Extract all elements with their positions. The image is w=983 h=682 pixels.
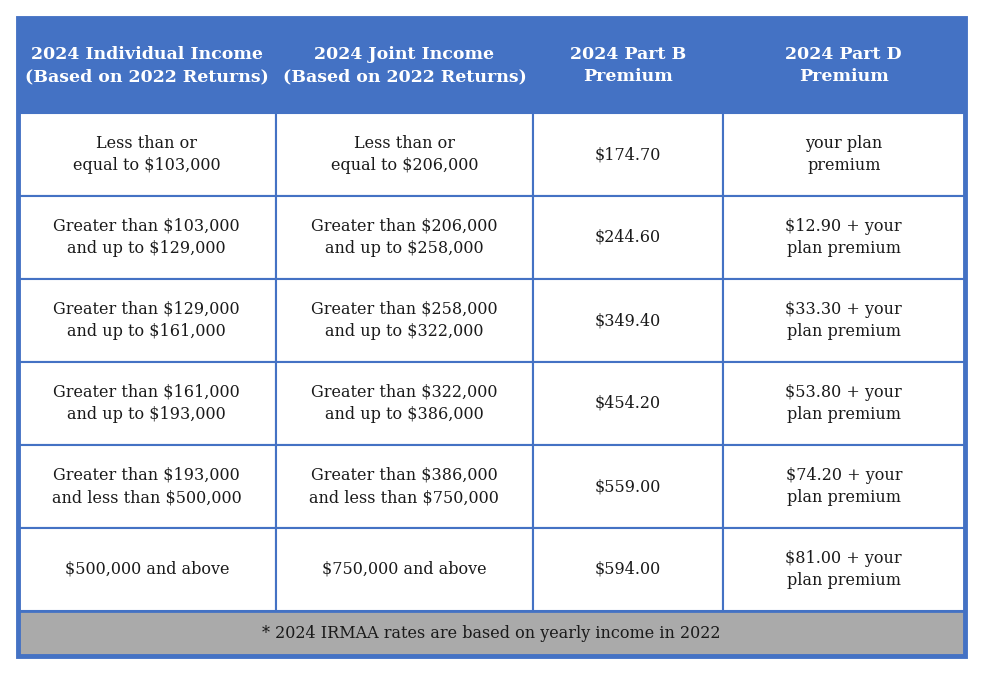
Text: Greater than $322,000
and up to $386,000: Greater than $322,000 and up to $386,000 bbox=[312, 384, 497, 423]
Bar bbox=[723, 113, 965, 196]
Bar bbox=[275, 18, 533, 113]
Text: Greater than $206,000
and up to $258,000: Greater than $206,000 and up to $258,000 bbox=[312, 218, 497, 257]
Bar bbox=[533, 113, 723, 196]
Bar bbox=[18, 611, 965, 656]
Bar bbox=[533, 196, 723, 279]
Text: * 2024 IRMAA rates are based on yearly income in 2022: * 2024 IRMAA rates are based on yearly i… bbox=[262, 625, 721, 642]
Bar bbox=[275, 279, 533, 362]
Text: Greater than $386,000
and less than $750,000: Greater than $386,000 and less than $750… bbox=[310, 467, 499, 506]
Text: Greater than $193,000
and less than $500,000: Greater than $193,000 and less than $500… bbox=[52, 467, 242, 506]
Text: 2024 Part D
Premium: 2024 Part D Premium bbox=[785, 46, 902, 85]
Bar bbox=[18, 196, 275, 279]
Bar bbox=[533, 528, 723, 611]
Bar bbox=[723, 279, 965, 362]
Bar bbox=[723, 528, 965, 611]
Text: $454.20: $454.20 bbox=[595, 395, 661, 412]
Text: $174.70: $174.70 bbox=[595, 146, 661, 163]
Bar bbox=[275, 113, 533, 196]
Text: Greater than $103,000
and up to $129,000: Greater than $103,000 and up to $129,000 bbox=[53, 218, 240, 257]
Bar bbox=[18, 445, 275, 528]
Bar bbox=[275, 528, 533, 611]
Bar bbox=[275, 362, 533, 445]
Text: $559.00: $559.00 bbox=[595, 478, 661, 495]
Text: 2024 Individual Income
(Based on 2022 Returns): 2024 Individual Income (Based on 2022 Re… bbox=[25, 46, 268, 85]
Bar bbox=[723, 196, 965, 279]
Bar bbox=[533, 279, 723, 362]
Text: $81.00 + your
plan premium: $81.00 + your plan premium bbox=[785, 550, 902, 589]
Bar bbox=[18, 279, 275, 362]
Text: $750,000 and above: $750,000 and above bbox=[322, 561, 487, 578]
Text: $500,000 and above: $500,000 and above bbox=[65, 561, 229, 578]
Text: Less than or
equal to $103,000: Less than or equal to $103,000 bbox=[73, 135, 220, 174]
Text: $53.80 + your
plan premium: $53.80 + your plan premium bbox=[785, 384, 902, 423]
Text: 2024 Joint Income
(Based on 2022 Returns): 2024 Joint Income (Based on 2022 Returns… bbox=[282, 46, 526, 85]
Bar bbox=[18, 18, 275, 113]
Bar bbox=[533, 362, 723, 445]
Text: Less than or
equal to $206,000: Less than or equal to $206,000 bbox=[330, 135, 478, 174]
Text: $594.00: $594.00 bbox=[595, 561, 661, 578]
Text: your plan
premium: your plan premium bbox=[805, 135, 883, 174]
Text: $349.40: $349.40 bbox=[595, 312, 661, 329]
Bar bbox=[723, 445, 965, 528]
Bar bbox=[275, 196, 533, 279]
Bar bbox=[18, 113, 275, 196]
Text: Greater than $129,000
and up to $161,000: Greater than $129,000 and up to $161,000 bbox=[53, 301, 240, 340]
Text: $74.20 + your
plan premium: $74.20 + your plan premium bbox=[785, 467, 902, 506]
Text: 2024 Part B
Premium: 2024 Part B Premium bbox=[570, 46, 686, 85]
Bar bbox=[723, 18, 965, 113]
Bar bbox=[533, 445, 723, 528]
Text: $12.90 + your
plan premium: $12.90 + your plan premium bbox=[785, 218, 902, 257]
Bar bbox=[723, 362, 965, 445]
Text: Greater than $258,000
and up to $322,000: Greater than $258,000 and up to $322,000 bbox=[311, 301, 497, 340]
Text: $244.60: $244.60 bbox=[595, 229, 661, 246]
Bar bbox=[18, 362, 275, 445]
Bar bbox=[18, 528, 275, 611]
Text: Greater than $161,000
and up to $193,000: Greater than $161,000 and up to $193,000 bbox=[53, 384, 240, 423]
Text: $33.30 + your
plan premium: $33.30 + your plan premium bbox=[785, 301, 902, 340]
Bar bbox=[533, 18, 723, 113]
Bar bbox=[275, 445, 533, 528]
